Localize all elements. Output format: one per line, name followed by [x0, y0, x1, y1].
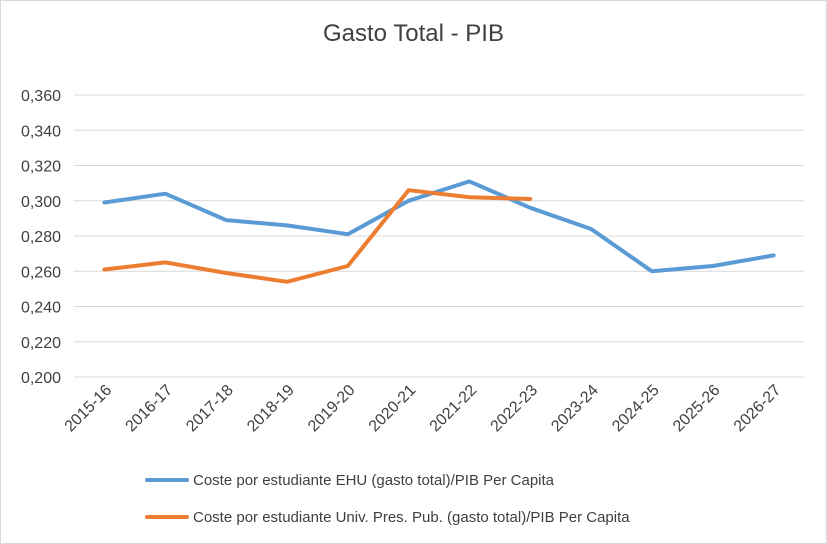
series-line-2: [102, 188, 533, 284]
y-tick-label: 0,220: [21, 335, 61, 352]
y-tick-label: 0,240: [21, 300, 61, 317]
y-tick-label: 0,200: [21, 370, 61, 387]
gridlines: [74, 94, 804, 378]
y-tick-label: 0,260: [21, 264, 61, 281]
x-tick-label: 2023-24: [548, 382, 602, 436]
chart-title: Gasto Total - PIB: [323, 20, 504, 47]
series-lines: [102, 179, 776, 284]
legend-label-2: Coste por estudiante Univ. Pres. Pub. (g…: [193, 509, 630, 526]
y-tick-label: 0,360: [21, 88, 61, 105]
x-tick-label: 2017-18: [183, 382, 237, 436]
series-line-1: [102, 179, 776, 274]
legend-label-1: Coste por estudiante EHU (gasto total)/P…: [193, 472, 555, 489]
legend: Coste por estudiante EHU (gasto total)/P…: [145, 472, 630, 526]
x-tick-label: 2025-26: [670, 382, 724, 436]
y-axis-ticks: 0,200 0,220 0,240 0,260 0,280 0,300 0,320 0,340…: [21, 88, 61, 387]
y-tick-label: 0,280: [21, 229, 61, 246]
x-tick-label: 2018-19: [244, 382, 298, 436]
x-tick-label: 2022-23: [488, 382, 542, 436]
y-tick-label: 0,300: [21, 194, 61, 211]
x-tick-label: 2021-22: [427, 382, 481, 436]
x-tick-label: 2024-25: [609, 382, 663, 436]
x-tick-label: 2019-20: [305, 382, 359, 436]
x-tick-label: 2020-21: [366, 382, 420, 436]
x-axis-ticks: 2015-16 2016-17 2017-18 2018-19 2019-20 2020-…: [62, 382, 785, 436]
x-tick-label: 2026-27: [731, 382, 785, 436]
y-tick-label: 0,320: [21, 159, 61, 176]
x-tick-label: 2015-16: [62, 382, 116, 436]
x-tick-label: 2016-17: [123, 382, 177, 436]
y-tick-label: 0,340: [21, 123, 61, 140]
